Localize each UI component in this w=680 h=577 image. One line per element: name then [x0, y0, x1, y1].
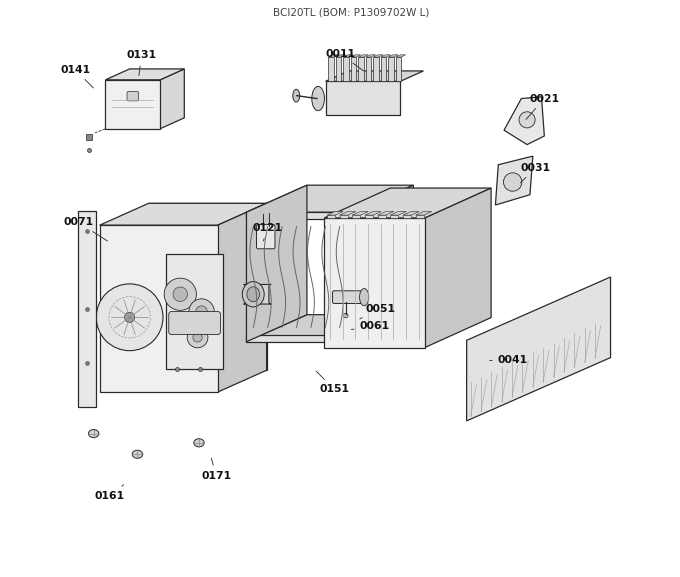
Polygon shape [246, 314, 413, 342]
Polygon shape [100, 225, 218, 392]
Polygon shape [425, 188, 491, 347]
FancyBboxPatch shape [327, 215, 335, 218]
Circle shape [124, 312, 135, 323]
Ellipse shape [242, 282, 265, 307]
Polygon shape [466, 277, 611, 421]
Ellipse shape [88, 429, 99, 437]
Polygon shape [166, 254, 224, 369]
Polygon shape [381, 55, 390, 57]
FancyBboxPatch shape [390, 215, 398, 218]
Polygon shape [343, 55, 353, 57]
FancyBboxPatch shape [352, 215, 360, 218]
FancyBboxPatch shape [333, 291, 362, 304]
Polygon shape [149, 203, 267, 370]
Ellipse shape [194, 439, 204, 447]
Polygon shape [381, 57, 386, 81]
Polygon shape [246, 212, 353, 219]
Polygon shape [351, 57, 356, 81]
Polygon shape [324, 218, 425, 347]
Polygon shape [246, 335, 353, 342]
Polygon shape [105, 80, 160, 129]
FancyBboxPatch shape [169, 312, 220, 335]
Polygon shape [100, 203, 267, 225]
Circle shape [173, 287, 188, 302]
Text: 0061: 0061 [352, 321, 390, 331]
FancyBboxPatch shape [365, 215, 373, 218]
Text: 0031: 0031 [520, 163, 551, 183]
Ellipse shape [360, 288, 369, 306]
Polygon shape [403, 212, 419, 215]
Circle shape [189, 299, 214, 324]
Circle shape [164, 278, 197, 310]
Polygon shape [366, 57, 371, 81]
Ellipse shape [293, 89, 300, 102]
Text: 0151: 0151 [316, 371, 350, 394]
Text: 0171: 0171 [201, 458, 231, 481]
Polygon shape [246, 185, 307, 342]
Polygon shape [504, 97, 545, 145]
Polygon shape [327, 212, 343, 215]
Polygon shape [388, 55, 398, 57]
Circle shape [503, 173, 522, 191]
Text: 0131: 0131 [126, 50, 156, 76]
FancyBboxPatch shape [415, 215, 424, 218]
Circle shape [187, 327, 208, 348]
Polygon shape [353, 185, 413, 342]
Ellipse shape [247, 287, 260, 302]
Polygon shape [366, 55, 375, 57]
Polygon shape [326, 71, 424, 81]
Text: 0041: 0041 [490, 355, 528, 365]
Text: 0011: 0011 [325, 48, 364, 71]
Polygon shape [365, 212, 381, 215]
FancyBboxPatch shape [403, 215, 411, 218]
Polygon shape [328, 57, 334, 81]
Polygon shape [336, 57, 341, 81]
FancyBboxPatch shape [340, 215, 347, 218]
Polygon shape [246, 185, 413, 212]
Text: 0121: 0121 [253, 223, 283, 241]
Polygon shape [390, 212, 407, 215]
Text: 0141: 0141 [60, 65, 93, 88]
Polygon shape [343, 57, 349, 81]
Text: BCI20TL (BOM: P1309702W L): BCI20TL (BOM: P1309702W L) [273, 8, 430, 18]
Polygon shape [415, 212, 432, 215]
Polygon shape [340, 212, 356, 215]
Circle shape [97, 284, 163, 351]
Polygon shape [496, 156, 533, 205]
Circle shape [519, 112, 535, 128]
Polygon shape [358, 57, 364, 81]
Polygon shape [396, 55, 405, 57]
Polygon shape [388, 57, 394, 81]
Polygon shape [78, 211, 97, 407]
Polygon shape [358, 55, 368, 57]
FancyBboxPatch shape [326, 81, 401, 115]
Polygon shape [218, 203, 267, 392]
FancyBboxPatch shape [256, 224, 275, 249]
Text: 0161: 0161 [95, 485, 125, 501]
Ellipse shape [132, 450, 143, 458]
Polygon shape [373, 55, 383, 57]
Polygon shape [396, 57, 401, 81]
Polygon shape [377, 212, 394, 215]
Text: 0021: 0021 [526, 93, 560, 119]
Polygon shape [352, 212, 369, 215]
Polygon shape [160, 69, 184, 129]
FancyBboxPatch shape [377, 215, 386, 218]
Polygon shape [328, 55, 338, 57]
Ellipse shape [312, 87, 324, 111]
Polygon shape [324, 188, 491, 218]
Ellipse shape [343, 313, 348, 318]
Text: 0051: 0051 [360, 304, 395, 319]
Polygon shape [105, 69, 184, 80]
Polygon shape [373, 57, 379, 81]
FancyBboxPatch shape [127, 92, 139, 101]
FancyBboxPatch shape [243, 284, 271, 304]
Circle shape [196, 306, 207, 317]
Circle shape [193, 333, 202, 342]
Text: 0071: 0071 [63, 218, 107, 241]
Polygon shape [336, 55, 345, 57]
Polygon shape [351, 55, 360, 57]
